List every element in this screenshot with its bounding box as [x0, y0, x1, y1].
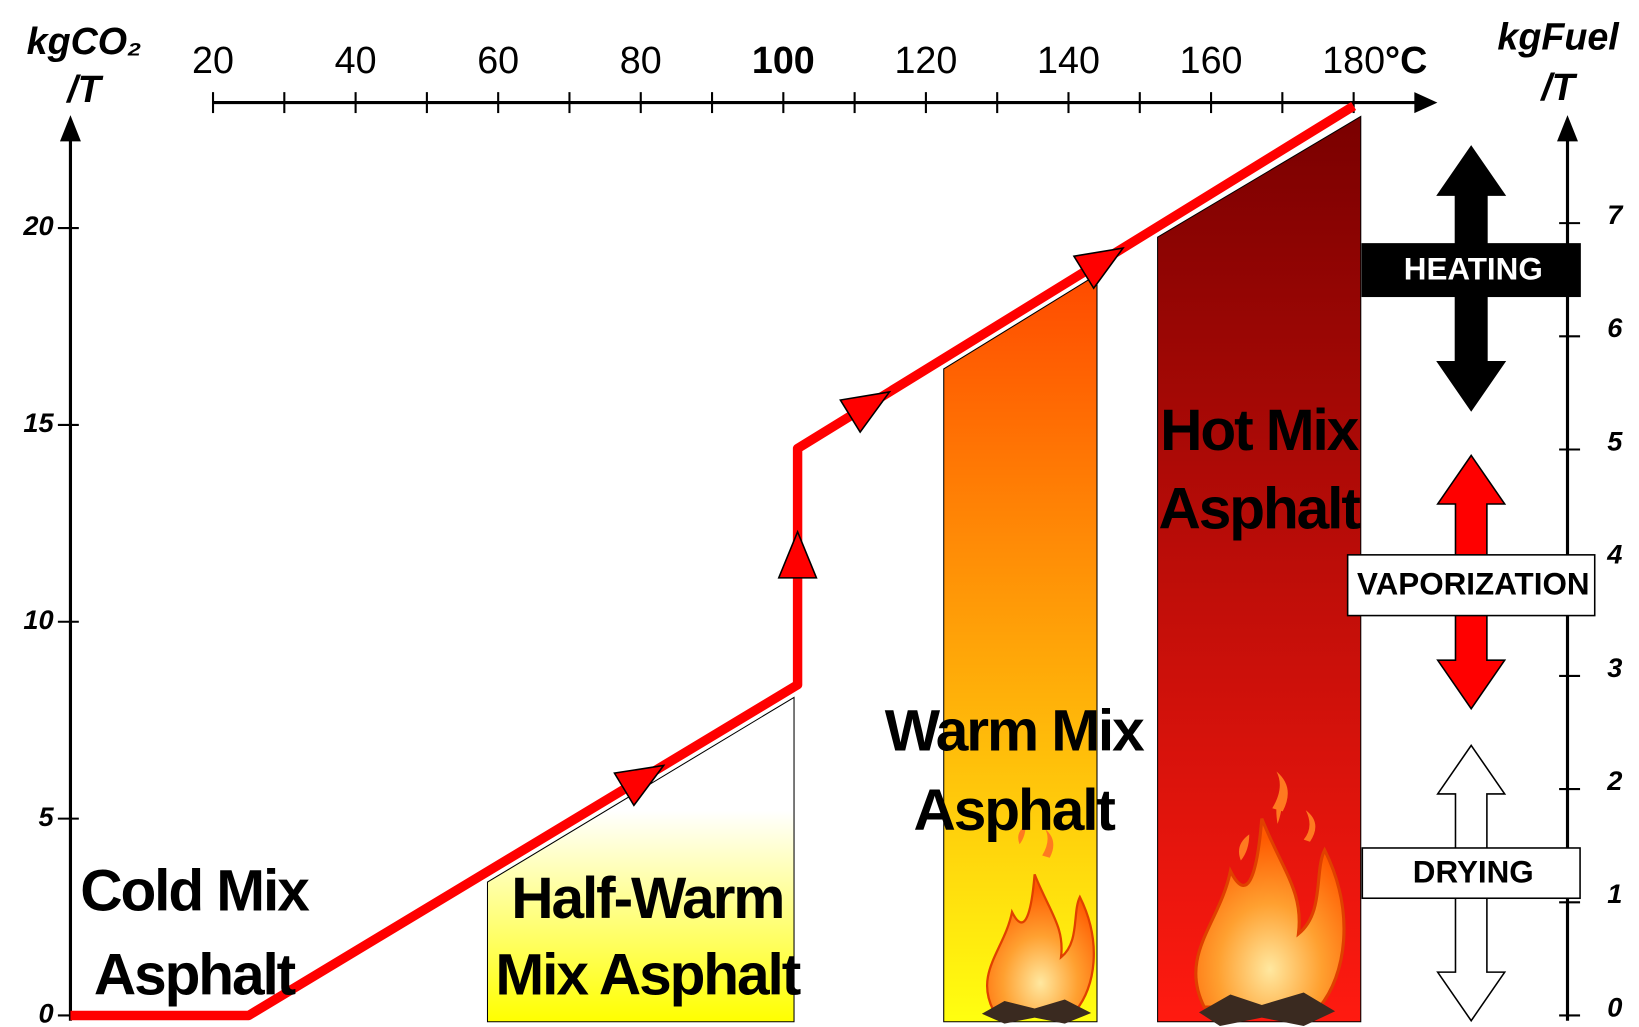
y2-tick-label: 7: [1607, 199, 1624, 230]
y2-tick-label: 3: [1607, 652, 1622, 683]
region-label: Half-Warm: [511, 866, 783, 931]
region-label: Hot Mix: [1160, 398, 1359, 463]
x-tick-label: 160: [1180, 39, 1243, 81]
y2-tick-label: 6: [1607, 312, 1623, 343]
direction-arrow: [777, 529, 818, 579]
region-label: Cold Mix: [80, 859, 310, 924]
y2-tick-label: 5: [1607, 425, 1623, 456]
y2-tick-label: 2: [1606, 765, 1622, 796]
y2-axis-label: /T: [1539, 66, 1577, 108]
y-axis-label: kgCO₂: [27, 20, 142, 62]
region-label: Mix Asphalt: [495, 942, 800, 1007]
y-tick-label: 20: [22, 210, 53, 241]
y-tick-label: 15: [23, 407, 54, 438]
flame: [1194, 771, 1346, 1026]
line-series: [70, 101, 1357, 1021]
y-tick-label: 10: [23, 604, 53, 635]
region-label: Asphalt: [94, 942, 296, 1007]
x-axis-label: °C: [1385, 39, 1427, 81]
line-layer: [70, 101, 1357, 1021]
flames: [981, 771, 1346, 1026]
x-tick-label: 80: [620, 39, 662, 81]
labels: Cold Mix Asphalt Half-Warm Mix Asphalt Warm …: [80, 398, 1362, 1007]
x-tick-label: 40: [335, 39, 377, 81]
phase-box: [1346, 554, 1596, 617]
region-band: [943, 273, 1098, 1023]
flame: [981, 825, 1095, 1024]
x-axis-arrow: [1414, 92, 1438, 114]
phase-label: HEATING: [1404, 251, 1543, 286]
region-band: [486, 696, 795, 1023]
direction-arrow: [613, 764, 666, 807]
bands: [486, 115, 1362, 1023]
x-tick-label: 140: [1037, 39, 1100, 81]
x-tick-label: 120: [894, 39, 957, 81]
phase-label: VAPORIZATION: [1357, 567, 1590, 602]
y2-axis-arrow: [1557, 115, 1578, 142]
y-axis-label: /T: [65, 68, 103, 110]
y-tick-label: 0: [39, 998, 54, 1027]
direction-arrow: [839, 390, 892, 434]
phase-box: [1361, 847, 1581, 900]
x-tick-label: 20: [192, 39, 234, 81]
direction-arrow: [1072, 246, 1125, 290]
phases: HEATING VAPORIZATION DRYING: [1346, 145, 1596, 1023]
y2-tick-label: 4: [1606, 539, 1622, 570]
phase-box: [1361, 243, 1581, 298]
region-label: Asphalt: [1159, 476, 1361, 541]
y2-axis-label: kgFuel: [1497, 16, 1620, 58]
phase-label: DRYING: [1413, 854, 1534, 889]
y2-tick-label: 1: [1607, 878, 1622, 909]
x-tick-label: 180: [1322, 39, 1385, 81]
region-label: Warm Mix: [885, 698, 1145, 763]
x-tick-label: 100: [752, 39, 815, 81]
y2-tick-label: 0: [1607, 991, 1622, 1022]
y-axis-arrow: [59, 115, 81, 142]
y-tick-label: 5: [39, 801, 55, 832]
x-tick-label: 60: [477, 39, 519, 81]
axes: 20 40 60 80 100 120 140 160 180 °C05101520kgCO₂/T…: [22, 16, 1624, 1027]
region-label: Asphalt: [914, 778, 1116, 843]
